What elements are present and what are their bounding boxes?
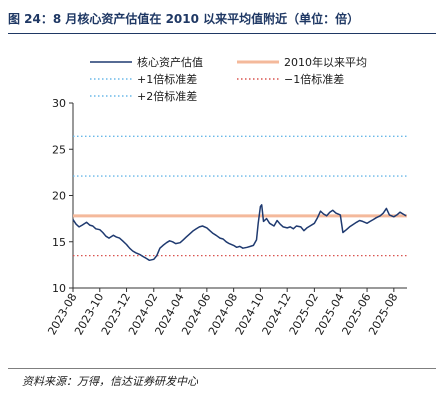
legend-label: +2倍标准差	[137, 89, 197, 103]
y-tick-label: 25	[52, 143, 66, 156]
reference-lines	[73, 135, 407, 257]
y-tick-label: 15	[52, 236, 66, 249]
figure-title: 图 24：8 月核心资产估值在 2010 以来平均值附近（单位：倍）	[8, 12, 360, 26]
legend-label: 核心资产估值	[137, 55, 203, 69]
y-tick-label: 30	[52, 97, 66, 110]
legend-label: −1倍标准差	[284, 72, 344, 86]
series-layer	[72, 204, 407, 262]
legend-label: 2010年以来平均	[284, 55, 367, 69]
legend-label: +1倍标准差	[137, 72, 197, 86]
line-chart: 10152025302023-082023-102023-122024-0220…	[45, 55, 407, 337]
title-rule	[8, 33, 436, 34]
source-rule	[8, 368, 436, 369]
chart-legend: 核心资产估值 2010年以来平均 +1倍标准差 −1倍标准差 +2倍标准差	[90, 55, 367, 103]
y-tick-label: 20	[52, 190, 66, 203]
series-line	[72, 204, 407, 262]
source-note: 资料来源：万得，信达证券研发中心	[22, 375, 198, 388]
y-tick-label: 10	[52, 282, 66, 295]
